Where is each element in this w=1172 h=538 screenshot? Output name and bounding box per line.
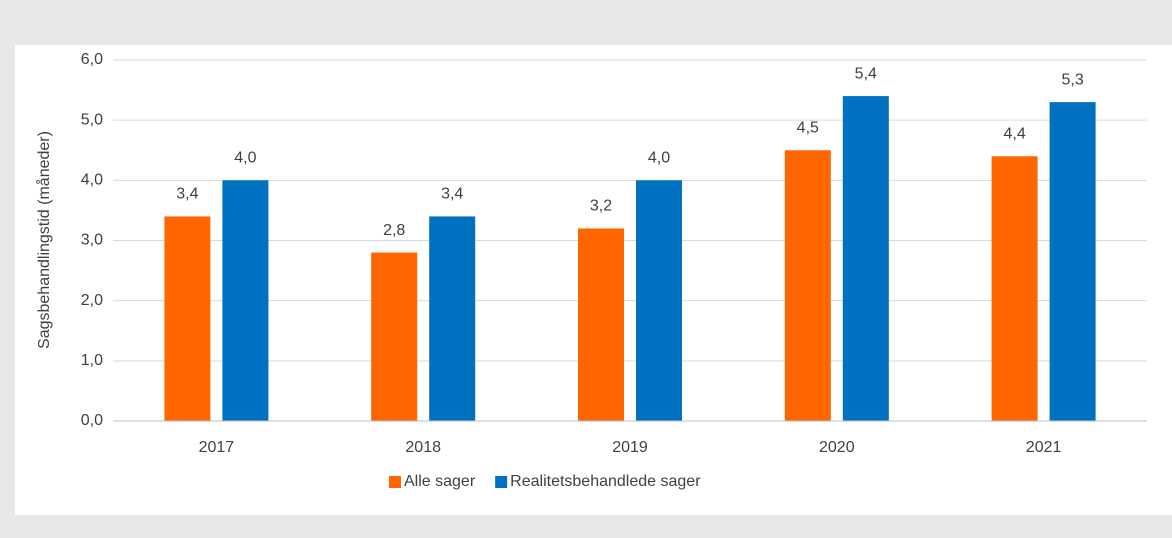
legend-swatch [389, 476, 401, 488]
y-tick-label: 6,0 [81, 51, 103, 68]
bar [222, 180, 269, 421]
data-label: 4,0 [234, 150, 256, 167]
legend-label: Realitetsbehandlede sager [510, 473, 701, 490]
y-tick-label: 2,0 [81, 292, 103, 309]
data-label: 3,4 [176, 186, 198, 203]
data-label: 4,4 [1003, 125, 1025, 142]
bar [164, 216, 211, 421]
bar [842, 96, 889, 421]
y-tick-label: 4,0 [81, 172, 103, 189]
legend-label: Alle sager [404, 473, 476, 490]
bar [784, 150, 831, 421]
y-axis-label: Sagsbehandlingstid (måneder) [35, 131, 53, 349]
y-tick-label: 5,0 [81, 111, 103, 128]
y-tick-label: 3,0 [81, 232, 103, 249]
y-tick-label: 1,0 [81, 352, 103, 369]
y-tick-label: 0,0 [81, 412, 103, 429]
x-tick-label: 2021 [1026, 439, 1062, 456]
bar [636, 180, 682, 421]
bar [991, 156, 1038, 421]
x-tick-label: 2019 [612, 439, 648, 456]
data-label: 3,2 [590, 198, 612, 215]
data-label: 5,3 [1061, 71, 1083, 88]
x-tick-label: 2017 [199, 439, 235, 456]
data-label: 3,4 [441, 186, 463, 203]
data-label: 5,4 [855, 65, 877, 82]
data-label: 4,0 [648, 150, 670, 167]
bar [1049, 102, 1096, 421]
x-tick-label: 2018 [405, 439, 441, 456]
data-label: 2,8 [383, 222, 405, 239]
data-label: 4,5 [797, 119, 819, 136]
x-tick-label: 2020 [819, 439, 855, 456]
bar [371, 252, 418, 421]
bar [578, 228, 624, 421]
bar [429, 216, 476, 421]
legend-swatch [495, 476, 508, 488]
